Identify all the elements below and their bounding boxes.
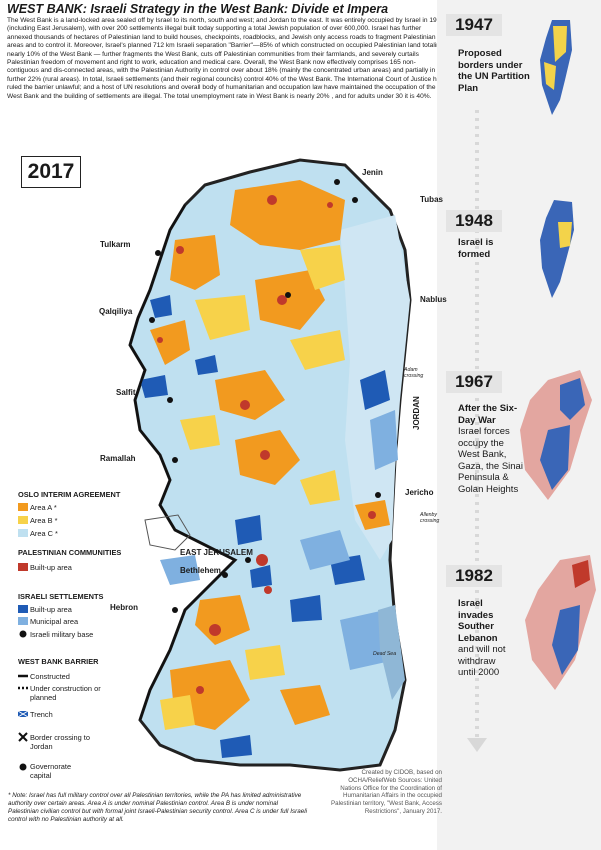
city-label-ramallah: Ramallah — [100, 454, 136, 463]
map-1982 — [525, 555, 596, 690]
legend-heading-israeli: ISRAELI SETTLEMENTS — [18, 592, 104, 601]
legend-label-area-c: Area C * — [30, 529, 58, 538]
legend-label-border-crossing: Border crossing to Jordan — [30, 733, 90, 751]
legend-heading-palestinian: PALESTINIAN COMMUNITIES — [18, 548, 122, 557]
west-bank-barrier — [128, 204, 237, 721]
timeline-year-1967: 1967 — [446, 371, 502, 393]
timeline-year-1948: 1948 — [446, 210, 502, 232]
map-1947 — [540, 20, 572, 115]
legend-label-area-b: Area B * — [30, 516, 58, 525]
city-label-tubas: Tubas — [420, 195, 443, 204]
city-label-nablus: Nablus — [420, 295, 447, 304]
timeline-year-1982: 1982 — [446, 565, 502, 587]
legend-label-military-base: Israeli military base — [30, 630, 94, 639]
border-crossing-icon — [18, 732, 28, 742]
map-label-dead-sea: Dead Sea — [373, 651, 397, 657]
east-jerusalem-outline — [144, 514, 191, 551]
timeline-text-1967: After the Six-Day War Israel forces occu… — [458, 403, 524, 495]
timeline-sub-1982: and will not withdraw until 2000 — [458, 644, 506, 678]
city-label-hebron: Hebron — [110, 603, 138, 612]
legend-swatch-settlement-builtup — [18, 605, 28, 613]
legend-label-trench: Trench — [30, 710, 53, 719]
city-label-jenin: Jenin — [362, 168, 383, 177]
source-credit: Created by CIDOB, based on OCHA/ReliefWe… — [331, 769, 442, 815]
legend-label-constructed: Constructed — [30, 672, 70, 681]
timeline-sub-1967: Israel forces occupy the West Bank, Gaza… — [458, 426, 523, 495]
dead-sea — [378, 605, 405, 700]
map-year-box: 2017 — [21, 156, 81, 188]
map-label-adam-crossing: Adam crossing — [404, 367, 424, 379]
city-label-salfit: Salfit — [116, 388, 136, 397]
map-1948 — [540, 200, 574, 298]
footnote: * Note: Israel has full military control… — [8, 792, 307, 823]
legend-icons — [17, 630, 29, 771]
legend-heading-oslo: OSLO INTERIM AGREEMENT — [18, 490, 121, 499]
map-1967 — [520, 370, 592, 500]
trench-icon — [17, 710, 29, 718]
legend-heading-barrier: WEST BANK BARRIER — [18, 657, 99, 666]
area-a-regions — [150, 180, 390, 730]
page-title: WEST BANK: Israeli Strategy in the West … — [7, 2, 389, 16]
city-label-qalqiliya: Qalqiliya — [99, 307, 133, 316]
timeline-caption-1982: Israel invades Souther Lebanon — [458, 598, 498, 644]
legend-label-planned: Under construction or planned — [30, 684, 101, 702]
palestinian-builtup — [157, 195, 376, 694]
legend-swatch-municipal — [18, 617, 28, 625]
legend-label-governorate-capital: Governorate capital — [30, 762, 72, 780]
map-label-jordan: JORDAN — [412, 396, 421, 430]
city-label-tulkarm: Tulkarm — [100, 240, 131, 249]
timeline-year-1947: 1947 — [446, 14, 502, 36]
legend-swatch-area-b — [18, 516, 28, 524]
city-label-bethlehem: Bethlehem — [180, 566, 221, 575]
legend-label-area-a: Area A * — [30, 503, 57, 512]
intro-paragraph: The West Bank is a land-locked area seal… — [7, 17, 445, 100]
capital-dot-icon — [19, 763, 27, 771]
timeline-caption-1948: Israel is formed — [458, 237, 494, 260]
map-label-allenby-crossing: Allenby crossing — [420, 512, 440, 524]
timeline-arrow-head — [467, 738, 487, 752]
legend-label-settlement-builtup: Built-up area — [30, 605, 72, 614]
military-base-icon — [19, 630, 27, 638]
timeline-caption-1967: After the Six-Day War — [458, 403, 518, 426]
israeli-settlements — [140, 295, 390, 758]
legend-label-palestinian-builtup: Built-up area — [30, 563, 72, 572]
city-label-jericho: Jericho — [405, 488, 434, 497]
legend-swatch-area-c — [18, 529, 28, 537]
legend-label-municipal: Municipal area — [30, 617, 79, 626]
legend-swatch-palestinian-builtup — [18, 563, 28, 571]
legend-swatch-area-a — [18, 503, 28, 511]
west-bank-map — [128, 158, 412, 772]
area-b-regions — [160, 245, 345, 730]
timeline-caption-1947: Proposed borders under the UN Partition … — [458, 48, 530, 94]
city-label-east-jerusalem: EAST JERUSALEM — [180, 548, 253, 557]
governorate-capitals — [149, 179, 381, 613]
timeline-text-1982: Israel invades Souther Lebanon and will … — [458, 598, 512, 679]
